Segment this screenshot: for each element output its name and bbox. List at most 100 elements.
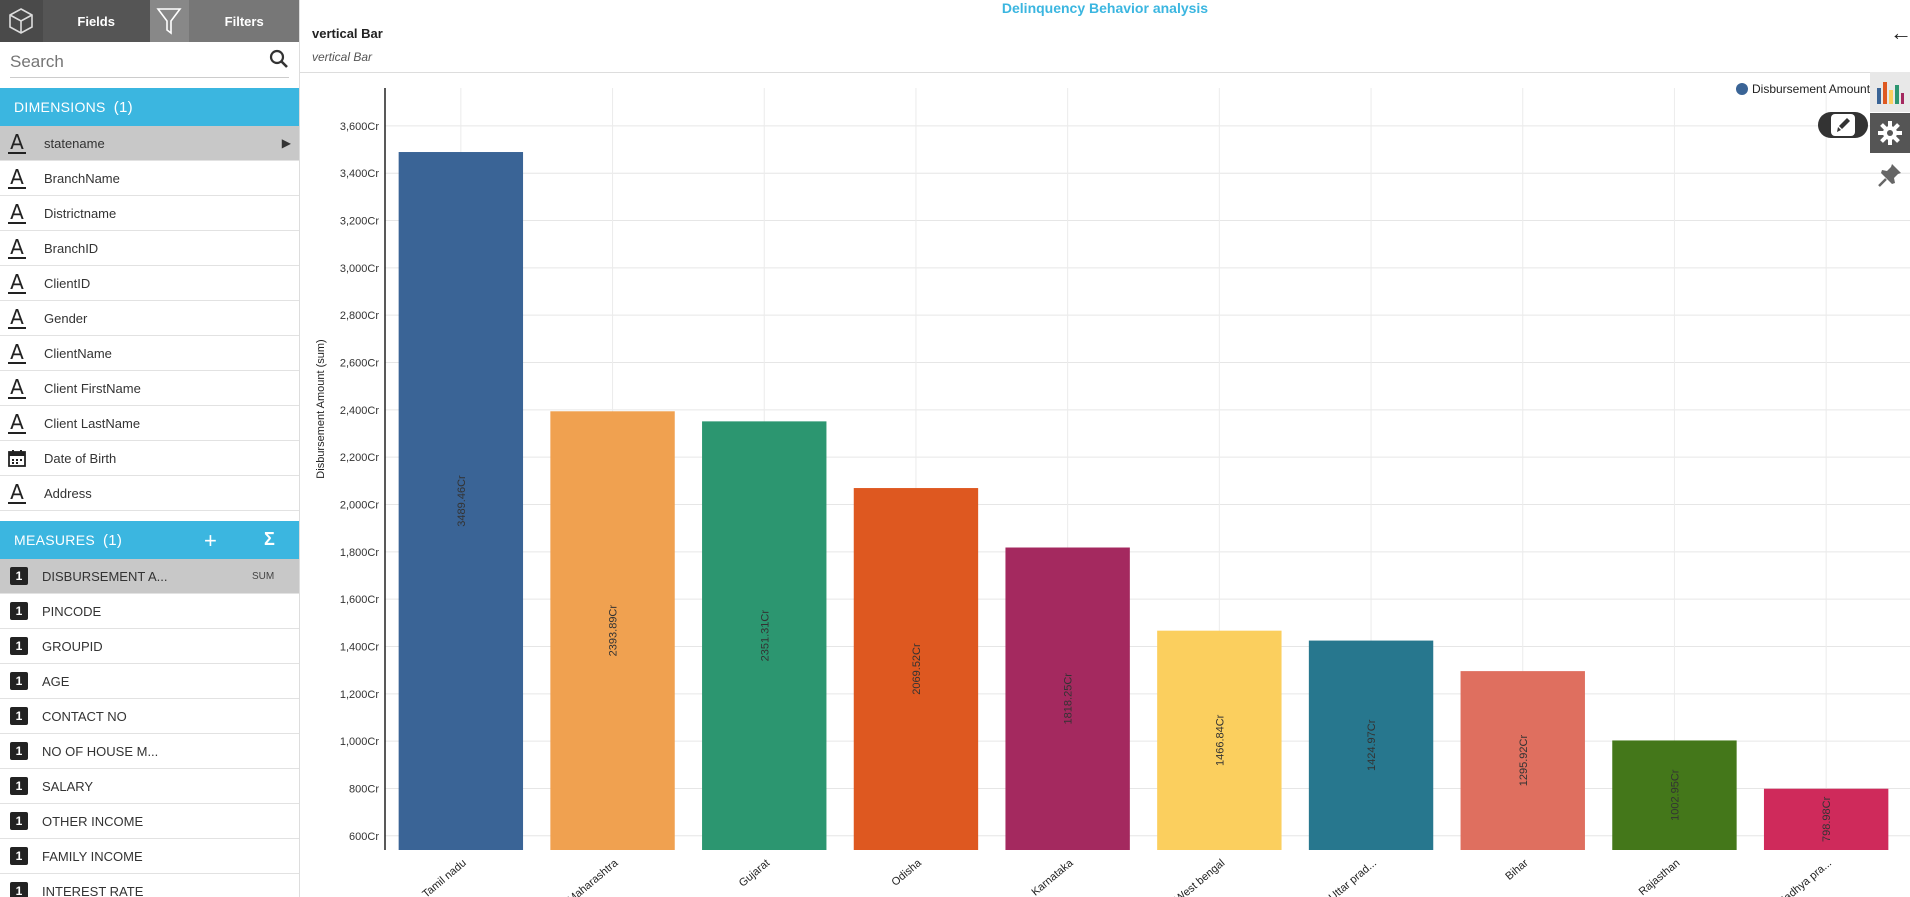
dimension-label: statename	[44, 135, 105, 151]
field-type: 1	[0, 742, 38, 760]
measure-item[interactable]: 1 AGE	[0, 664, 299, 699]
dimensions-count: (1)	[113, 98, 133, 116]
x-tick-label: Tamil nadu	[420, 857, 468, 897]
bar-value-label: 1818.25Cr	[1063, 673, 1075, 725]
dimension-label: Gender	[44, 310, 88, 326]
measures-count: (1)	[102, 531, 123, 549]
bar	[1460, 671, 1585, 850]
dimension-item[interactable]: A BranchID	[0, 231, 299, 266]
edit-chart-button[interactable]	[1818, 112, 1868, 138]
measures-header[interactable]: MEASURES (1) + Σ	[0, 521, 299, 559]
measure-item[interactable]: 1 NO OF HOUSE M...	[0, 734, 299, 769]
filter-funnel-icon[interactable]	[149, 0, 190, 42]
bar-value-label: 2069.52Cr	[911, 643, 923, 695]
measure-item[interactable]: 1 SALARY	[0, 769, 299, 804]
bar	[1005, 547, 1130, 850]
measures-list: 1 DISBURSEMENT A... SUM 1 PINCODE 1 GROUPID 1 AG…	[0, 559, 299, 897]
legend-label: Disbursement Amount	[1752, 82, 1871, 96]
bar	[702, 421, 827, 850]
measure-item[interactable]: 1 CONTACT NO	[0, 699, 299, 734]
dimension-label: ClientName	[44, 345, 112, 361]
bar	[1612, 740, 1737, 850]
y-tick-label: 3,000Cr	[340, 263, 379, 275]
x-tick-label: Madhya pra...	[1775, 857, 1834, 897]
measure-label: DISBURSEMENT A...	[42, 568, 168, 584]
text-type-icon: A	[8, 269, 26, 294]
bar	[1308, 640, 1434, 850]
field-type: A	[0, 202, 34, 224]
dimension-item[interactable]: A ClientID	[0, 266, 299, 301]
field-type: 1	[0, 707, 38, 725]
measure-item[interactable]: 1 OTHER INCOME	[0, 804, 299, 839]
bar	[1763, 788, 1889, 850]
field-type: A	[0, 412, 34, 434]
dimension-item[interactable]: A Districtname	[0, 196, 299, 231]
measure-label: INTEREST RATE	[42, 883, 144, 897]
bar-value-label: 2351.31Cr	[759, 610, 771, 662]
chart-legend[interactable]: Disbursement Amount	[1736, 82, 1870, 96]
bar-value-label: 1424.97Cr	[1366, 719, 1378, 771]
bar-chart-icon	[1877, 82, 1904, 104]
measure-item[interactable]: 1 GROUPID	[0, 629, 299, 664]
x-tick-label: Uttar prad...	[1327, 857, 1379, 897]
dimension-label: Address	[44, 485, 92, 501]
text-type-icon: A	[8, 234, 26, 259]
dimensions-title: DIMENSIONS	[14, 99, 106, 115]
dimension-item[interactable]: Date of Birth	[0, 441, 299, 476]
measure-item[interactable]: 1 PINCODE	[0, 594, 299, 629]
number-type-icon: 1	[10, 847, 28, 865]
measure-item[interactable]: 1 DISBURSEMENT A... SUM	[0, 559, 299, 594]
dimension-item[interactable]: A BranchName	[0, 161, 299, 196]
text-type-icon: A	[8, 164, 26, 189]
measure-label: SALARY	[42, 778, 94, 794]
add-measure-button[interactable]: +	[204, 528, 218, 553]
measure-item[interactable]: 1 FAMILY INCOME	[0, 839, 299, 874]
field-type: A	[0, 164, 34, 189]
dimension-item[interactable]: A Address	[0, 476, 299, 511]
visualization-subtitle[interactable]: vertical Bar	[312, 50, 373, 64]
number-type-icon: 1	[10, 567, 28, 585]
number-type-icon: 1	[10, 882, 28, 897]
settings-button[interactable]	[1870, 113, 1910, 153]
measure-item[interactable]: 1 INTEREST RATE	[0, 874, 299, 897]
text-type-icon: A	[8, 339, 26, 364]
dimension-label: BranchID	[44, 240, 99, 256]
y-tick-label: 3,600Cr	[340, 121, 379, 133]
bar-value-label: 1295.92Cr	[1518, 735, 1530, 787]
brush-icon	[1831, 114, 1855, 136]
tab-fields[interactable]: Fields	[42, 0, 150, 42]
dimensions-header[interactable]: DIMENSIONS (1)	[0, 88, 299, 126]
sigma-icon[interactable]: Σ	[264, 529, 276, 549]
dimension-item[interactable]: A ClientName	[0, 336, 299, 371]
field-type: A	[0, 377, 34, 399]
text-type-icon: A	[8, 304, 26, 329]
field-type: A	[0, 482, 34, 504]
dimension-item[interactable]: A Client FirstName	[0, 371, 299, 406]
bar-value-label: 1466.84Cr	[1214, 714, 1226, 766]
y-tick-label: 2,200Cr	[340, 452, 379, 464]
y-tick-label: 1,800Cr	[340, 547, 379, 559]
chart-type-button[interactable]	[1870, 72, 1910, 112]
search-icon[interactable]	[269, 49, 289, 74]
dimension-item[interactable]: A Gender	[0, 301, 299, 336]
field-type: 1	[0, 882, 38, 897]
number-type-icon: 1	[10, 707, 28, 725]
pin-button[interactable]	[1870, 155, 1910, 195]
search-input[interactable]	[10, 51, 240, 72]
app-logo-icon[interactable]	[0, 0, 43, 42]
aggregation-label[interactable]: SUM	[252, 570, 275, 582]
legend-swatch	[1736, 83, 1748, 95]
measures-title: MEASURES	[14, 532, 95, 548]
tab-filters[interactable]: Filters	[189, 0, 299, 42]
y-tick-label: 2,600Cr	[340, 358, 379, 370]
visualization-title[interactable]: vertical Bar	[312, 26, 383, 41]
dimension-item[interactable]: A Client LastName	[0, 406, 299, 441]
expand-arrow-icon[interactable]: ▶	[281, 136, 291, 150]
back-arrow-icon[interactable]: ←	[1890, 20, 1910, 45]
bar-value-label: 3489.46Cr	[456, 475, 468, 527]
page-title: Delinquency Behavior analysis	[1001, 0, 1209, 16]
field-type: 1	[0, 847, 38, 865]
y-tick-label: 1,600Cr	[340, 594, 379, 606]
